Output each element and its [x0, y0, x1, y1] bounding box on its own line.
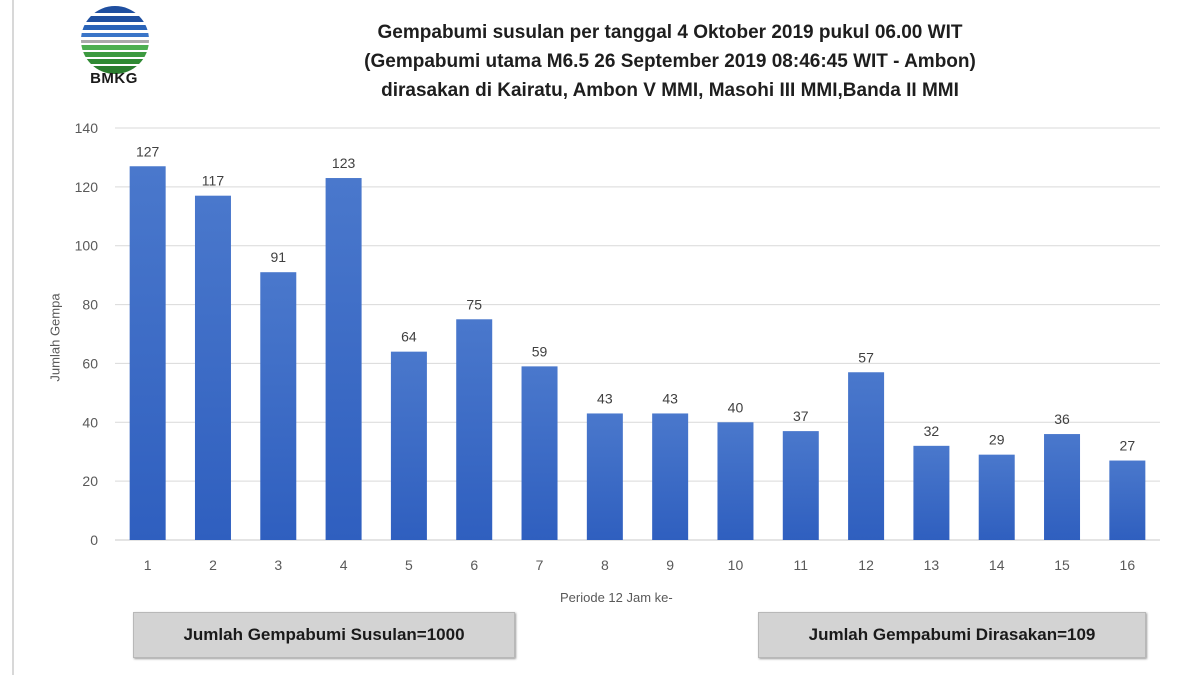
- x-tick-label: 7: [536, 557, 544, 573]
- x-tick-label: 3: [274, 557, 282, 573]
- x-tick-label: 12: [858, 557, 874, 573]
- y-tick-label: 100: [75, 238, 99, 254]
- bar: [325, 178, 362, 540]
- x-tick-label: 11: [794, 557, 809, 573]
- bar-value-label: 43: [597, 390, 613, 406]
- x-tick-label: 13: [924, 557, 940, 573]
- bar-value-label: 75: [466, 296, 482, 312]
- bar: [586, 413, 623, 540]
- bar: [260, 272, 297, 540]
- y-tick-label: 60: [82, 355, 98, 371]
- bar-value-label: 32: [924, 423, 940, 439]
- bar-value-label: 57: [858, 349, 874, 365]
- felt-earthquakes-box: Jumlah Gempabumi Dirasakan=109: [758, 612, 1146, 658]
- y-axis-label: Jumlah Gempa: [47, 293, 63, 382]
- bar: [129, 166, 166, 540]
- y-tick-label: 140: [75, 120, 99, 136]
- x-tick-label: 5: [405, 557, 413, 573]
- x-tick-label: 9: [666, 557, 674, 573]
- bar: [390, 351, 427, 540]
- bar: [913, 445, 950, 540]
- bmkg-logo-icon: [81, 6, 149, 74]
- bar-value-label: 43: [662, 390, 678, 406]
- bar-value-label: 64: [401, 329, 417, 345]
- title-line-3: dirasakan di Kairatu, Ambon V MMI, Masoh…: [381, 80, 959, 101]
- y-tick-label: 80: [82, 297, 98, 313]
- logo-text: BMKG: [90, 70, 138, 87]
- bar-value-label: 29: [989, 432, 1005, 448]
- y-tick-label: 40: [82, 414, 98, 430]
- bar-value-label: 40: [728, 399, 744, 415]
- bar-value-label: 59: [532, 343, 548, 359]
- x-tick-label: 1: [144, 557, 152, 573]
- bar: [1109, 460, 1146, 540]
- bar: [848, 372, 885, 540]
- left-border: [12, 0, 14, 675]
- x-tick-label: 15: [1054, 557, 1070, 573]
- bar: [194, 195, 231, 540]
- bar: [782, 431, 819, 540]
- x-tick-label: 14: [989, 557, 1005, 573]
- x-tick-label: 10: [728, 557, 744, 573]
- bar-value-label: 36: [1054, 411, 1070, 427]
- bar: [652, 413, 689, 540]
- title-line-2: (Gempabumi utama M6.5 26 September 2019 …: [364, 51, 976, 72]
- x-tick-label: 8: [601, 557, 609, 573]
- y-tick-label: 120: [75, 179, 99, 195]
- title-line-1: Gempabumi susulan per tanggal 4 Oktober …: [377, 22, 963, 43]
- bar: [521, 366, 558, 540]
- y-tick-label: 0: [90, 532, 98, 548]
- bar: [1044, 434, 1081, 540]
- bar-value-label: 123: [332, 155, 356, 171]
- y-tick-label: 20: [82, 473, 98, 489]
- bar-value-label: 27: [1120, 438, 1136, 454]
- bar: [717, 422, 754, 540]
- x-tick-label: 4: [340, 557, 348, 573]
- bar-value-label: 91: [270, 249, 286, 265]
- total-aftershocks-box: Jumlah Gempabumi Susulan=1000: [133, 612, 515, 658]
- bar: [456, 319, 493, 540]
- x-tick-label: 6: [470, 557, 478, 573]
- bar-value-label: 117: [202, 173, 225, 189]
- x-tick-label: 2: [209, 557, 217, 573]
- bar: [978, 454, 1015, 540]
- bar-value-label: 127: [136, 143, 160, 159]
- bar-value-label: 37: [793, 408, 809, 424]
- x-tick-label: 16: [1120, 557, 1136, 573]
- x-axis-label: Periode 12 Jam ke-: [560, 590, 673, 605]
- chart-title: Gempabumi susulan per tanggal 4 Oktober …: [260, 18, 1080, 105]
